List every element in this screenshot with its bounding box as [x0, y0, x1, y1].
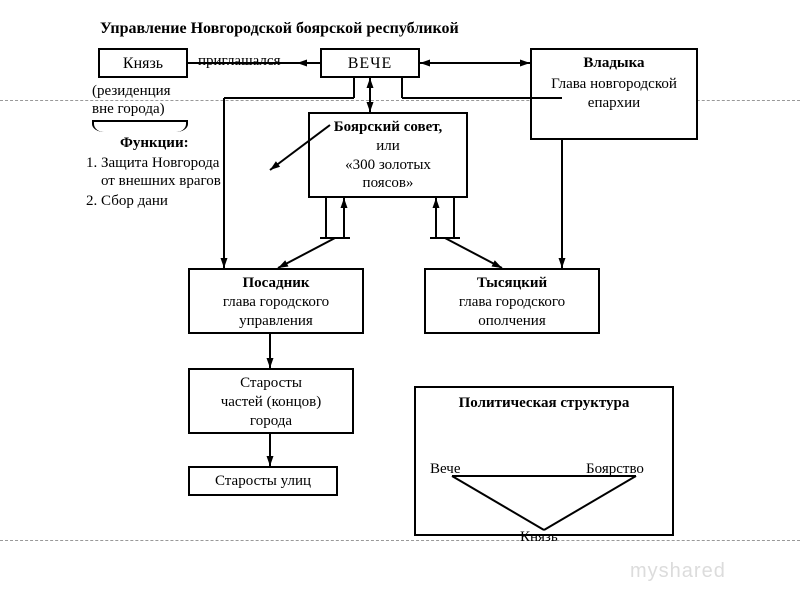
node-veche: ВЕЧЕ — [320, 48, 420, 78]
node-veche-text: ВЕЧЕ — [348, 55, 393, 72]
node-starosty-ends-l1: Старосты — [196, 374, 346, 393]
node-council-l2: или — [316, 137, 460, 156]
label-invited: приглашался — [198, 52, 280, 70]
node-council-l3: «300 золотых — [316, 156, 460, 175]
polstruct-knyaz: Князь — [520, 528, 558, 546]
node-vladyka: Владыка Глава новгородской епархии — [530, 48, 698, 140]
node-starosty-ends-l2: частей (концов) — [196, 393, 346, 412]
polstruct-veche: Вече — [430, 460, 461, 478]
label-func-title: Функции: — [120, 134, 189, 152]
node-council-l1: Боярский совет, — [316, 118, 460, 137]
node-starosty-ends-l3: города — [196, 412, 346, 431]
label-func1a: 1. Защита Новгорода — [86, 154, 219, 172]
diagram-title: Управление Новгородской боярской республ… — [100, 20, 459, 38]
page-rule — [0, 540, 800, 541]
node-council-l4: поясов» — [316, 174, 460, 193]
node-posadnik-title: Посадник — [196, 274, 356, 293]
label-residence-2: вне города) — [92, 100, 165, 118]
label-func1b: от внешних врагов — [86, 172, 221, 190]
node-knyaz: Князь — [98, 48, 188, 78]
label-func2: 2. Сбор дани — [86, 192, 168, 210]
polstruct-title: Политическая структура — [422, 394, 666, 413]
watermark: myshared — [630, 560, 726, 583]
node-tysyatsky-sub: глава городского ополчения — [432, 293, 592, 331]
brace-decor — [92, 120, 188, 132]
node-tysyatsky: Тысяцкий глава городского ополчения — [424, 268, 600, 334]
node-council: Боярский совет, или «300 золотых поясов» — [308, 112, 468, 198]
node-tysyatsky-title: Тысяцкий — [432, 274, 592, 293]
label-residence-1: (резиденция — [92, 82, 171, 100]
node-posadnik-sub: глава городского управления — [196, 293, 356, 331]
node-vladyka-title: Владыка — [538, 54, 690, 73]
node-vladyka-sub: Глава новгородской епархии — [538, 75, 690, 113]
node-knyaz-text: Князь — [123, 55, 163, 72]
node-starosty-streets-text: Старосты улиц — [215, 473, 311, 489]
node-starosty-streets: Старосты улиц — [188, 466, 338, 496]
node-starosty-ends: Старосты частей (концов) города — [188, 368, 354, 434]
polstruct-boyarstvo: Боярство — [586, 460, 644, 478]
node-posadnik: Посадник глава городского управления — [188, 268, 364, 334]
